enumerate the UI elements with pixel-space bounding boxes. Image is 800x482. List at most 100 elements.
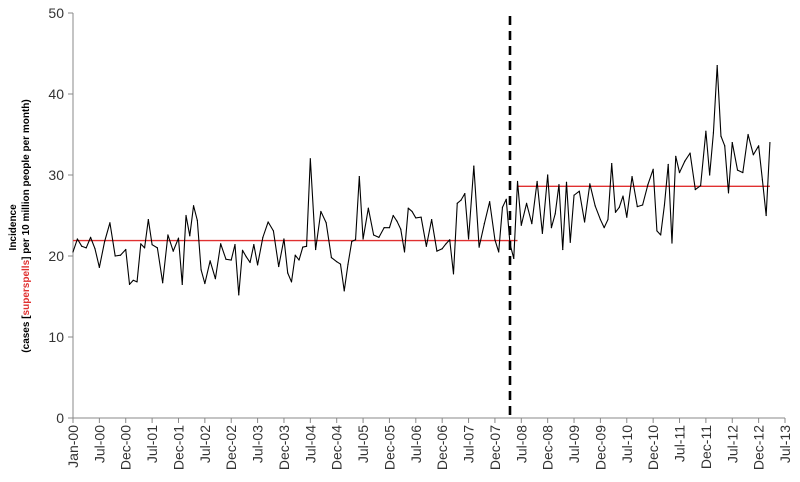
data-point [225, 258, 227, 260]
data-point [192, 205, 195, 207]
data-point [407, 207, 409, 209]
series-group [72, 65, 771, 296]
data-point [196, 219, 198, 221]
data-point [467, 238, 470, 240]
x-tick-label: Jul-10 [619, 425, 635, 463]
data-point [513, 257, 515, 260]
x-tick-label: Dec-08 [540, 425, 556, 470]
data-point [392, 214, 394, 217]
data-point [505, 198, 507, 200]
data-point [302, 246, 304, 248]
data-point [663, 204, 666, 206]
data-point [253, 244, 255, 246]
data-point [758, 145, 760, 147]
x-tick-label: Dec-12 [751, 425, 767, 470]
data-point [234, 244, 236, 246]
data-point [351, 240, 353, 243]
data-point [267, 221, 269, 223]
data-point [694, 188, 696, 191]
data-point [114, 255, 116, 257]
data-point [684, 160, 686, 162]
data-point [378, 236, 380, 238]
data-point [589, 183, 591, 185]
data-point [330, 257, 333, 259]
data-point [136, 281, 138, 283]
x-tick-label: Dec-11 [698, 425, 714, 469]
data-point [214, 278, 216, 280]
data-point [565, 181, 568, 183]
data-point [147, 218, 149, 221]
data-point [531, 223, 533, 225]
x-tick-label: Dec-01 [170, 425, 186, 470]
data-point [614, 211, 617, 213]
y-axis-title-highlight: superspells [21, 259, 32, 315]
y-axis-title-line2: (cases [superspells] per 10 million peop… [21, 99, 32, 352]
data-point [709, 174, 711, 176]
data-point [415, 217, 417, 219]
data-point [642, 204, 644, 206]
axes [72, 13, 785, 419]
data-point [727, 192, 730, 194]
data-point [354, 239, 357, 241]
data-point [167, 234, 169, 236]
data-point [81, 245, 83, 247]
data-point [119, 254, 122, 256]
data-point [547, 174, 549, 176]
y-tick-label: 10 [48, 329, 64, 345]
data-point [667, 163, 669, 166]
y-tick-label: 0 [56, 410, 64, 426]
data-point [464, 193, 466, 195]
data-point [367, 207, 369, 209]
data-point [636, 205, 638, 208]
data-point [599, 218, 602, 221]
data-point [200, 269, 202, 271]
data-point [536, 180, 538, 183]
y-axis-title-line1: Incidence [8, 204, 19, 251]
x-tick-label: Dec-03 [276, 425, 292, 470]
x-ticks: Jan-00 Jul-00 Dec-00 Jul-01 Dec-01 Jul-02 Dec-… [65, 418, 793, 470]
data-point [736, 169, 739, 171]
data-point [283, 238, 285, 240]
x-tick-label: Dec-02 [223, 425, 239, 470]
data-point [489, 201, 491, 203]
data-point [290, 281, 293, 283]
data-point [631, 176, 633, 178]
data-point [189, 235, 191, 237]
x-tick-label: Jul-12 [724, 425, 740, 463]
data-point [400, 228, 402, 230]
data-point [143, 247, 146, 249]
y-axis-title-post: ] per 10 million people per month) [21, 99, 32, 260]
data-point [204, 282, 206, 285]
data-point [411, 210, 413, 213]
data-point [104, 240, 106, 243]
x-tick-label: Dec-10 [645, 425, 661, 470]
data-point [278, 265, 280, 268]
data-point [558, 184, 560, 186]
y-axis-title: Incidence (cases [superspells] per 10 mi… [8, 99, 32, 352]
data-point [140, 243, 142, 245]
x-tick-label: Jan-00 [65, 425, 81, 468]
data-point [752, 154, 754, 156]
data-point [724, 145, 726, 147]
data-point [343, 290, 345, 292]
data-point [583, 221, 586, 223]
data-point [172, 250, 174, 252]
x-tick-label: Jul-01 [144, 425, 160, 463]
data-point [525, 202, 528, 204]
data-point [94, 248, 96, 250]
data-point [498, 251, 500, 253]
data-point [731, 142, 733, 144]
data-point [478, 246, 480, 248]
data-point [573, 194, 575, 196]
y-tick-label: 50 [48, 5, 64, 21]
data-point [420, 216, 422, 218]
data-point [185, 214, 187, 217]
data-point [85, 247, 87, 249]
data-point [256, 264, 259, 266]
y-tick-label: 20 [48, 248, 64, 264]
data-point [611, 163, 613, 165]
data-point [156, 247, 158, 249]
data-point [483, 223, 485, 225]
data-point [689, 152, 691, 154]
